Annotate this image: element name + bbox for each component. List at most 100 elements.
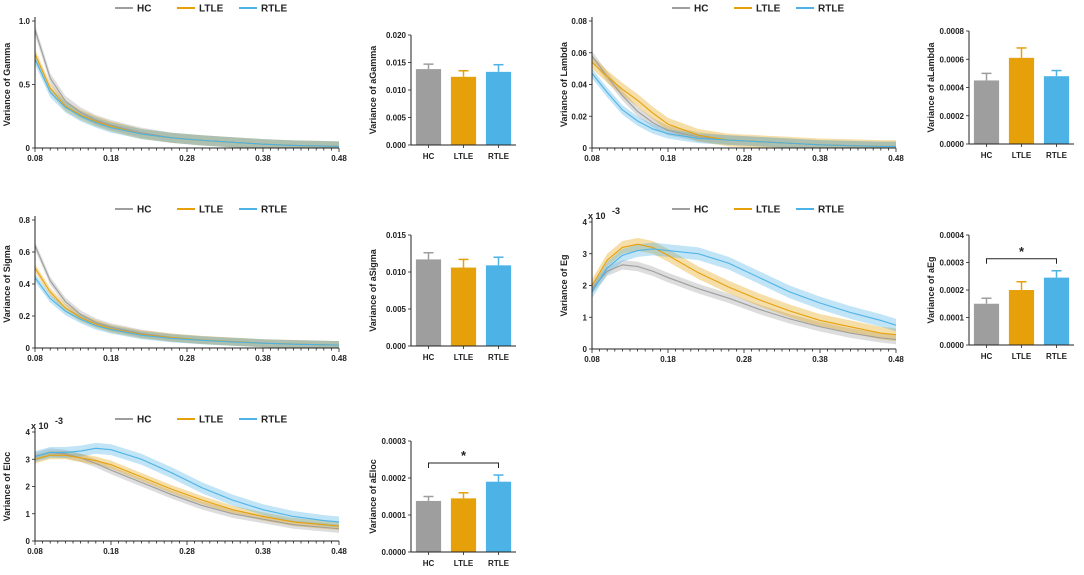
series-line-rtle bbox=[591, 73, 896, 147]
bar-ltle bbox=[1008, 290, 1035, 345]
x-tick-label: 0.38 bbox=[255, 547, 271, 556]
y-tick-label: 3 bbox=[26, 455, 31, 464]
x-tick-label: HC bbox=[981, 151, 993, 160]
bar-hc bbox=[415, 500, 442, 552]
y-axis-label: Variance of aSigma bbox=[368, 248, 378, 332]
line-chart-panel-0: HC LTLE RTLE 0.08 0.18 0.28 0.38 0.48 0 0.5 1.0 Var… bbox=[2, 4, 347, 164]
x-tick-label: 0.08 bbox=[27, 354, 43, 363]
series-line-ltle bbox=[34, 53, 340, 148]
y-tick-label: 0 bbox=[26, 144, 31, 153]
series-line-hc bbox=[591, 264, 897, 341]
x-tick-label: 0.18 bbox=[103, 547, 119, 556]
legend-label-hc: HC bbox=[694, 205, 708, 216]
bar-hc bbox=[973, 80, 1000, 144]
sci-exponent: -3 bbox=[612, 206, 620, 216]
legend-label-rtle: RTLE bbox=[818, 4, 844, 15]
x-tick-label: RTLE bbox=[488, 353, 510, 362]
x-tick-label: 0.48 bbox=[331, 547, 347, 556]
y-tick-label: 0.015 bbox=[386, 231, 407, 240]
y-tick-label: 2 bbox=[583, 282, 588, 291]
x-tick-label: LTLE bbox=[1012, 352, 1032, 361]
y-axis-label: Variance of aEloc bbox=[368, 459, 378, 534]
x-tick-label: RTLE bbox=[1046, 352, 1068, 361]
x-tick-label: RTLE bbox=[488, 559, 510, 568]
line-chart-panel-6: HC LTLE RTLE 0.08 0.18 0.28 0.38 0.48 0 1 2 3 4 Varia… bbox=[559, 205, 904, 365]
series-line-rtle bbox=[34, 277, 340, 346]
x-tick-label: HC bbox=[423, 152, 435, 161]
x-tick-label: LTLE bbox=[454, 559, 474, 568]
y-tick-label: 0.0000 bbox=[940, 341, 965, 350]
legend-label-hc: HC bbox=[694, 4, 708, 15]
series-band-ltle bbox=[35, 48, 339, 148]
y-tick-label: 0.5 bbox=[19, 81, 31, 90]
series-band-ltle bbox=[592, 237, 896, 342]
sci-exponent: -3 bbox=[55, 416, 63, 426]
bar-rtle bbox=[1043, 277, 1070, 345]
y-tick-label: 0.015 bbox=[386, 59, 407, 68]
y-tick-label: 0.0001 bbox=[940, 314, 965, 323]
series-line-hc bbox=[34, 451, 340, 530]
x-tick-label: 0.28 bbox=[736, 355, 752, 364]
y-axis-label: Variance of aLambda bbox=[926, 41, 936, 132]
y-tick-label: 0.010 bbox=[386, 268, 407, 277]
bar-chart-panel-1: HC LTLE RTLE 0.000 0.005 0.010 0.015 0.020 Varia… bbox=[368, 31, 516, 161]
series-band-hc bbox=[35, 448, 339, 533]
bar-chart-panel-9: HC LTLE RTLE 0.0000 0.0001 0.0002 0.0003 Varian… bbox=[368, 437, 516, 568]
bar-ltle bbox=[450, 267, 477, 346]
bar-ltle bbox=[450, 498, 477, 552]
y-tick-label: 0.0003 bbox=[382, 437, 407, 446]
y-tick-label: 2 bbox=[26, 483, 31, 492]
x-tick-label: 0.48 bbox=[331, 354, 347, 363]
y-tick-label: 0 bbox=[583, 144, 588, 153]
x-tick-label: 0.08 bbox=[27, 547, 43, 556]
y-tick-label: 4 bbox=[583, 218, 588, 227]
sci-multiplier: x 10 bbox=[31, 421, 49, 431]
series-line-rtle bbox=[591, 248, 897, 326]
y-tick-label: 4 bbox=[26, 428, 31, 437]
x-tick-label: 0.38 bbox=[812, 154, 828, 163]
bar-hc bbox=[973, 303, 1000, 345]
bar-rtle bbox=[485, 265, 512, 346]
significance-star: * bbox=[1019, 244, 1025, 259]
y-tick-label: 1 bbox=[583, 313, 588, 322]
y-tick-label: 0 bbox=[26, 537, 31, 546]
x-tick-label: HC bbox=[981, 352, 993, 361]
x-tick-label: HC bbox=[423, 559, 435, 568]
series-line-hc bbox=[34, 245, 340, 346]
x-tick-label: LTLE bbox=[454, 152, 474, 161]
significance-bracket bbox=[428, 462, 499, 469]
y-tick-label: 0.4 bbox=[19, 280, 31, 289]
x-tick-label: 0.38 bbox=[255, 154, 271, 163]
line-chart-panel-4: HC LTLE RTLE 0.08 0.18 0.28 0.38 0.48 0 0.2 0.4 0.6… bbox=[2, 205, 347, 364]
y-tick-label: 0.0008 bbox=[940, 27, 965, 36]
bar-rtle bbox=[1043, 76, 1070, 144]
x-tick-label: 0.48 bbox=[331, 154, 347, 163]
series-band-rtle bbox=[35, 54, 339, 148]
legend-label-ltle: LTLE bbox=[756, 205, 781, 216]
y-tick-label: 0.2 bbox=[19, 312, 31, 321]
x-tick-label: 0.38 bbox=[812, 355, 828, 364]
y-tick-label: 0.04 bbox=[571, 81, 587, 90]
bar-hc bbox=[415, 259, 442, 346]
y-tick-label: 0.0000 bbox=[940, 140, 965, 149]
y-tick-label: 0 bbox=[583, 345, 588, 354]
y-tick-label: 0.06 bbox=[571, 49, 587, 58]
x-tick-label: 0.28 bbox=[179, 154, 195, 163]
x-tick-label: 0.08 bbox=[27, 154, 43, 163]
x-tick-label: LTLE bbox=[454, 353, 474, 362]
y-tick-label: 0.005 bbox=[386, 305, 407, 314]
y-tick-label: 0.0003 bbox=[940, 259, 965, 268]
legend-label-rtle: RTLE bbox=[261, 205, 287, 216]
x-tick-label: LTLE bbox=[1012, 151, 1032, 160]
y-tick-label: 0.005 bbox=[386, 114, 407, 123]
sci-multiplier: x 10 bbox=[588, 211, 606, 221]
series-band-hc bbox=[35, 24, 339, 149]
legend-label-ltle: LTLE bbox=[199, 205, 224, 216]
y-tick-label: 0.8 bbox=[19, 216, 31, 225]
y-tick-label: 0.0001 bbox=[382, 511, 407, 520]
significance-star: * bbox=[461, 448, 467, 463]
line-chart-panel-8: HC LTLE RTLE 0.08 0.18 0.28 0.38 0.48 0 1 2 3 4 Varia… bbox=[2, 415, 347, 557]
y-tick-label: 0.0004 bbox=[940, 84, 965, 93]
bar-rtle bbox=[485, 481, 512, 552]
series-line-rtle bbox=[34, 447, 340, 523]
